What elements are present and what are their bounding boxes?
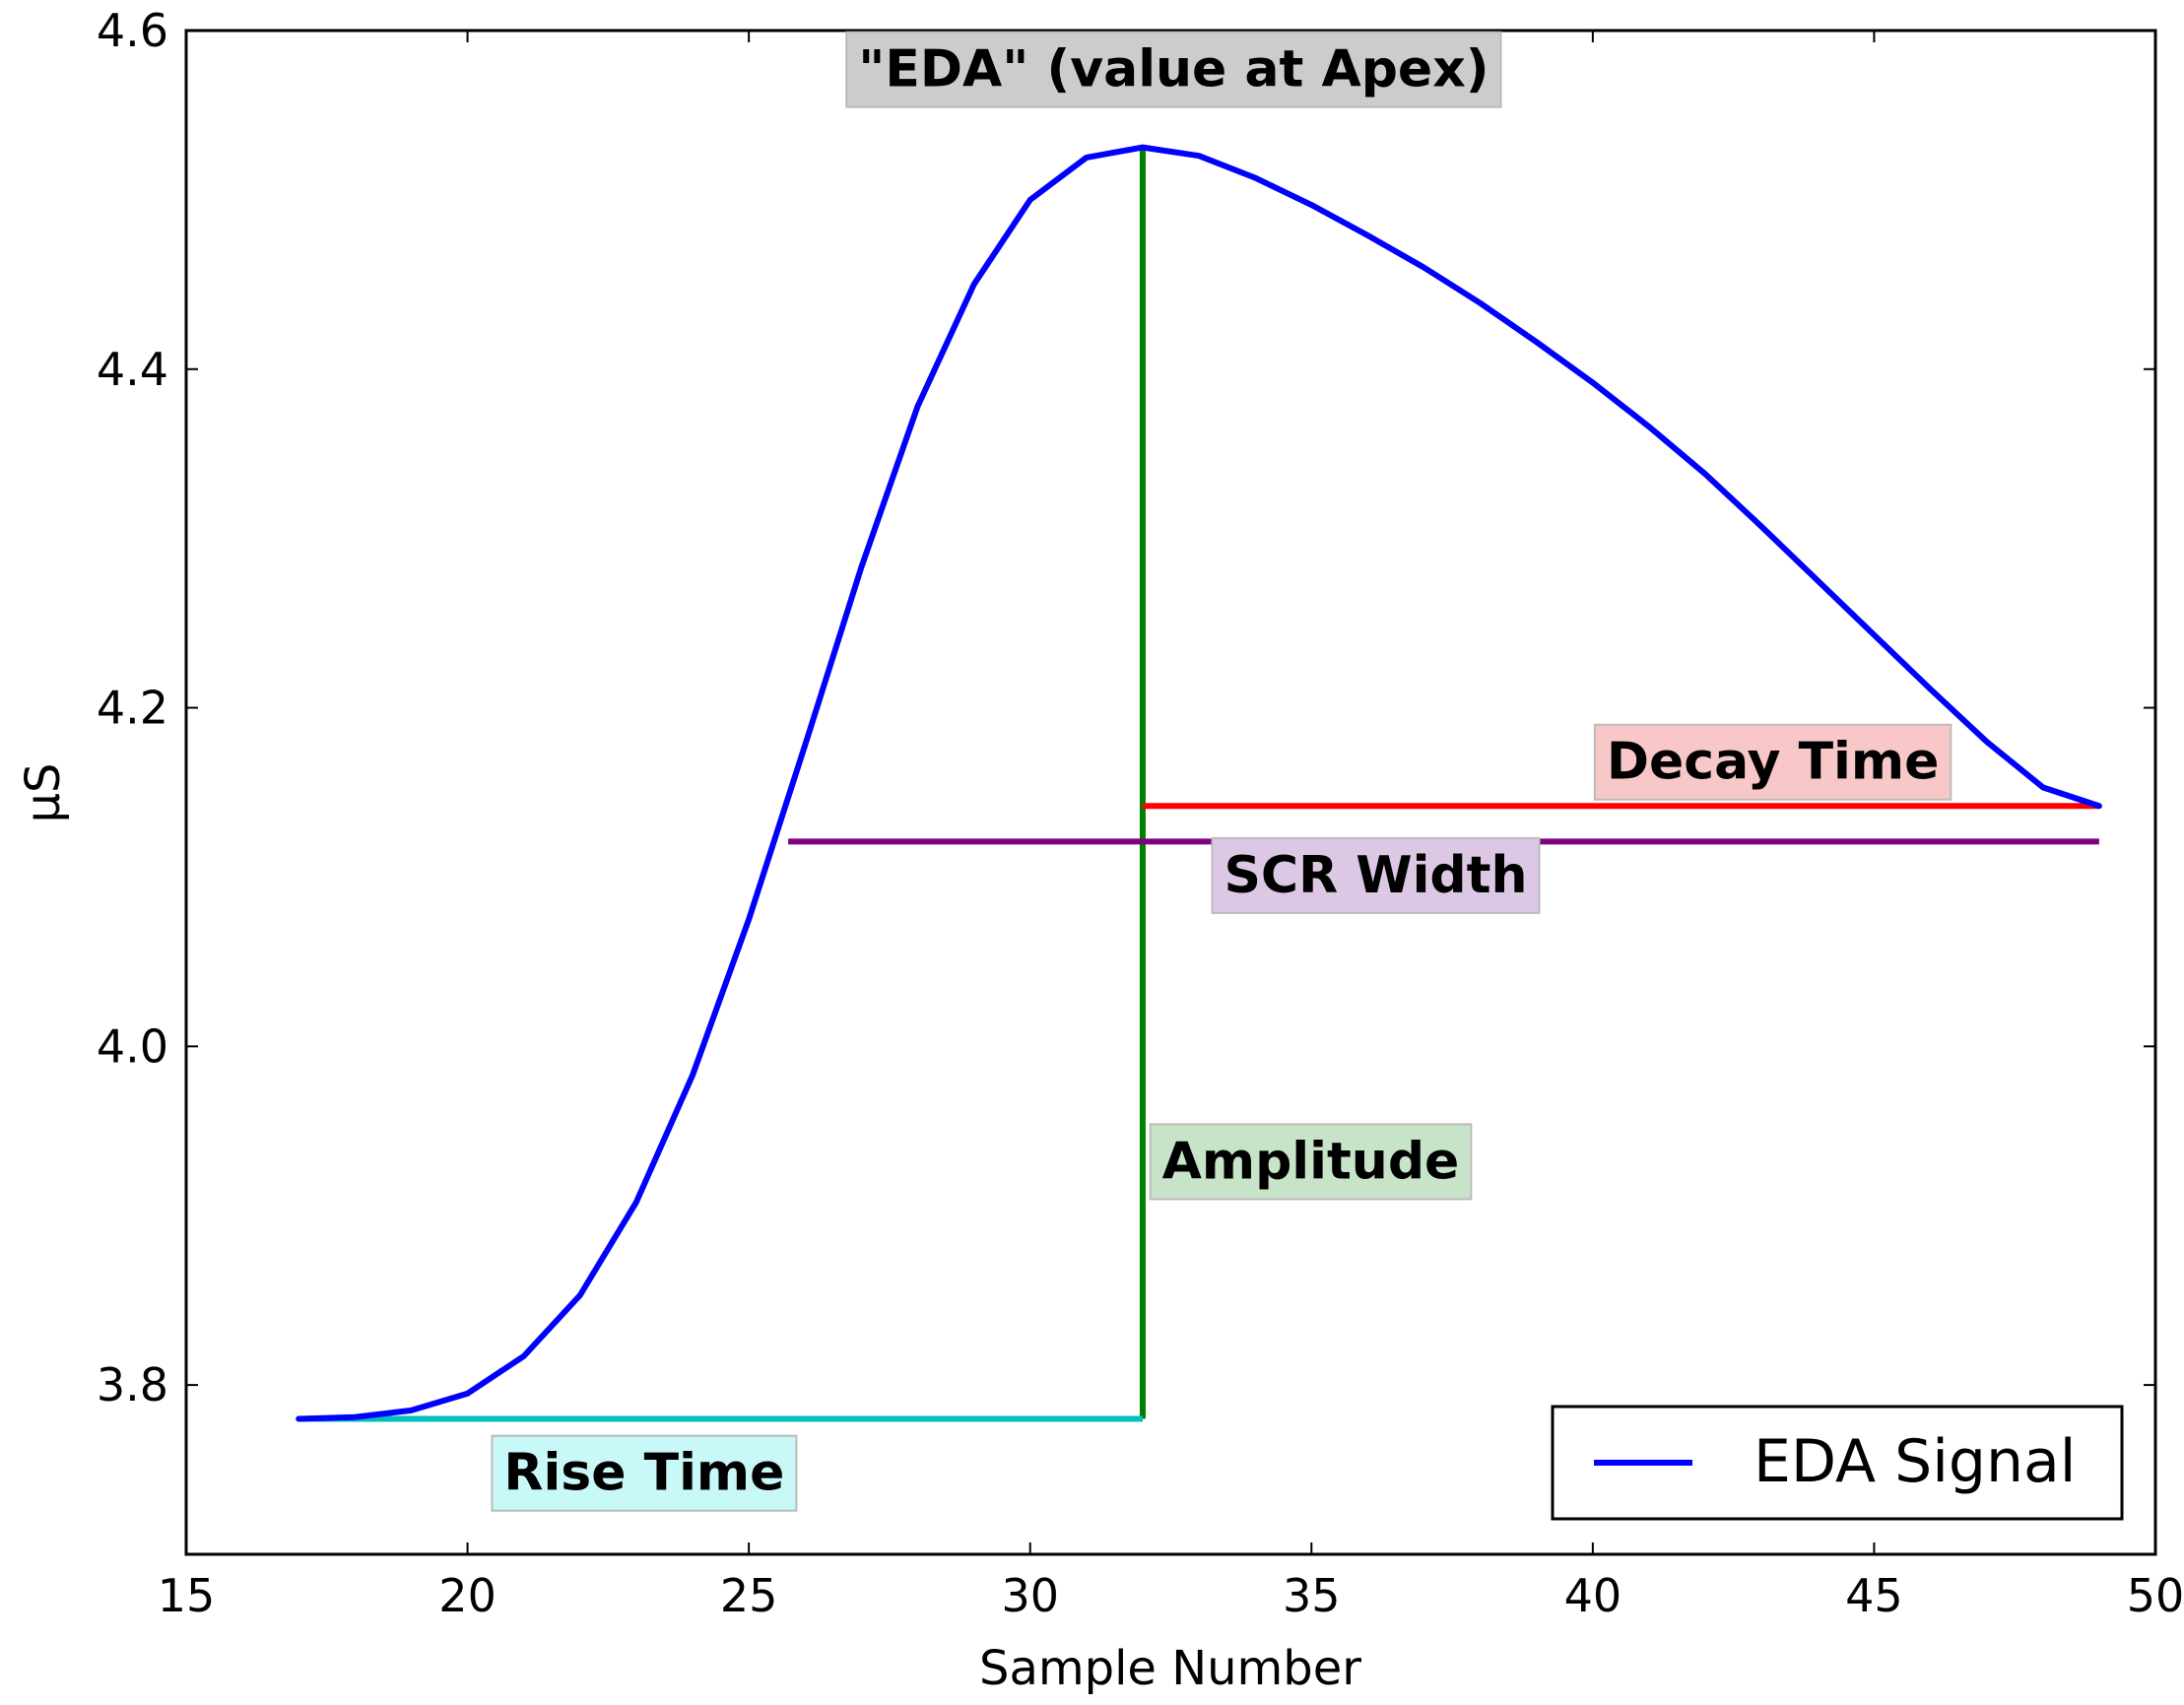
annotation-eda-value-at-apex: "EDA" (value at Apex) [845, 31, 1502, 108]
y-tick-label: 4.4 [97, 343, 168, 396]
annotation-decay-time: Decay Time [1593, 723, 1952, 801]
annotation-label: SCR Width [1224, 846, 1527, 905]
annotation-boxes: "EDA" (value at Apex) Decay Time SCR Width… [491, 31, 1952, 1512]
x-tick-label: 35 [1283, 1569, 1341, 1622]
annotation-rise-time: Rise Time [491, 1434, 798, 1512]
y-axis-label: μS [16, 762, 71, 822]
y-tick-label: 3.8 [97, 1358, 168, 1411]
x-tick-label: 30 [1001, 1569, 1059, 1622]
axis-ticks: 15 20 25 30 35 40 45 50 3.8 4.0 4.2 4.4 4.6 [97, 4, 2184, 1622]
y-tick-label: 4.6 [97, 4, 168, 57]
x-tick-label: 20 [438, 1569, 496, 1622]
y-tick-label: 4.2 [97, 682, 168, 735]
x-tick-label: 45 [1845, 1569, 1903, 1622]
annotation-amplitude: Amplitude [1149, 1123, 1473, 1201]
x-tick-label: 15 [158, 1569, 216, 1622]
annotation-box [1211, 836, 1541, 914]
x-tick-label: 40 [1564, 1569, 1622, 1622]
legend: EDA Signal [1551, 1405, 2124, 1521]
annotation-label: Rise Time [503, 1444, 784, 1503]
x-tick-label: 25 [720, 1569, 778, 1622]
eda-signal-line [296, 144, 2102, 1422]
plot-frame [184, 29, 2157, 1556]
annotation-box [1149, 1123, 1473, 1201]
y-tick-label: 4.0 [97, 1019, 168, 1073]
annotation-label: Decay Time [1607, 733, 1940, 792]
annotation-scr-width: SCR Width [1211, 836, 1541, 914]
annotation-box [491, 1434, 798, 1512]
annotation-label: Amplitude [1162, 1132, 1460, 1191]
annotation-label: "EDA" (value at Apex) [858, 40, 1489, 99]
series-group [296, 144, 2102, 1422]
x-axis-label: Sample Number [979, 1641, 1361, 1696]
annotation-box [1593, 723, 1952, 801]
x-tick-label: 50 [2127, 1569, 2184, 1622]
legend-label-eda-signal: EDA Signal [1754, 1427, 2076, 1496]
annotation-box [845, 31, 1502, 108]
